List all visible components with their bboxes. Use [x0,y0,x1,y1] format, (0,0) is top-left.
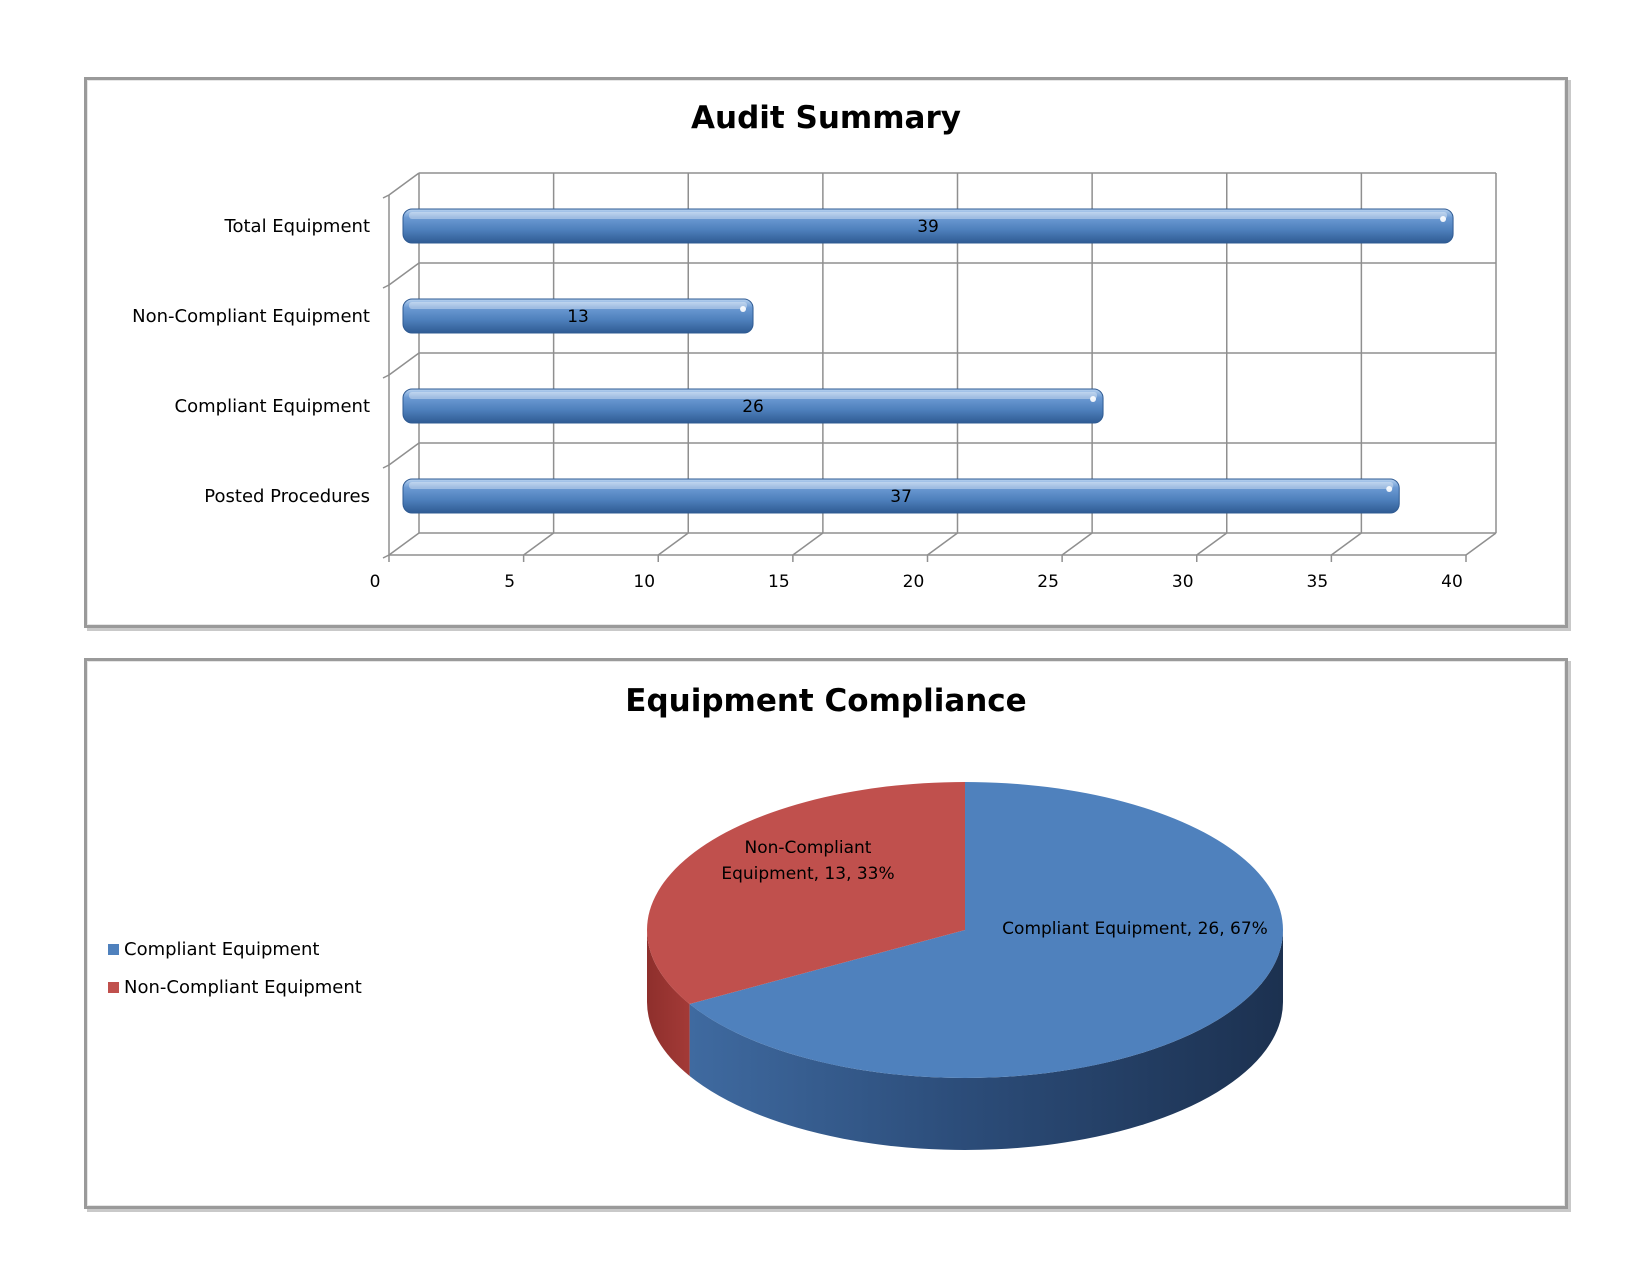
x-tick-label: 25 [1037,572,1059,592]
bar-chart-category-labels: Total Equipment Non-Compliant Equipment Co… [132,216,370,507]
bar-data-label: 39 [917,217,939,237]
x-tick-label: 30 [1172,572,1194,592]
bar-data-label: 13 [567,307,589,327]
bar-highlight [409,302,748,309]
bar-sheen [1090,396,1097,402]
bar-chart-title: Audit Summary [691,100,961,136]
bar-highlight [409,212,1448,219]
bar-chart-x-ticks: 0 5 10 15 20 25 30 35 40 [370,572,1463,592]
pie-slice [647,782,965,1004]
bar-highlight [409,482,1394,489]
bar-chart-data-labels: 39 13 26 37 [567,217,939,507]
category-label: Total Equipment [224,216,370,237]
axis-tick [382,464,390,469]
floor-line [1196,532,1228,556]
floor-line [927,532,958,556]
axis-tick [382,554,390,559]
bar-chart-bars [402,208,1454,514]
category-label: Non-Compliant Equipment [132,306,370,327]
floor-line [1465,532,1497,556]
x-tick-label: 20 [903,572,925,592]
bar-data-label: 37 [890,487,912,507]
x-tick-label: 10 [633,572,655,592]
axis-tick [382,194,390,199]
floor-line [523,532,555,556]
legend-label: Non-Compliant Equipment [124,977,362,998]
pie-chart-data-labels: Compliant Equipment, 26, 67% Non-Complian… [721,838,1267,939]
bar-sheen [1386,486,1393,492]
floor-line [1061,532,1093,556]
pie-data-label: Compliant Equipment, 26, 67% [1002,919,1268,939]
floor-line [657,532,689,556]
pie-slice-side [689,930,1283,1150]
x-tick-label: 15 [768,572,790,592]
pie-chart-legend: Compliant Equipment Non-Compliant Equipme… [108,939,362,998]
side-divider [388,352,420,376]
category-label: Posted Procedures [204,486,370,507]
axis-tick [382,374,390,379]
bar [402,388,1104,424]
pie-data-label: Non-Compliant [745,838,872,858]
legend-label: Compliant Equipment [124,939,319,960]
pie-slice [689,782,1283,1078]
bar-chart-grid [382,172,1497,562]
legend-swatch [108,944,119,955]
pie-data-label: Equipment, 13, 33% [721,864,894,884]
x-tick-label: 0 [370,572,381,592]
x-tick-label: 40 [1441,572,1463,592]
x-tick-label: 5 [504,572,515,592]
bar-highlight [409,392,1098,399]
floor-line [388,532,420,556]
bar [402,478,1400,514]
bar [402,298,754,334]
pie-chart [647,782,1283,1150]
floor-line [792,532,824,556]
legend-swatch [108,982,119,993]
floor-line [1330,532,1362,556]
category-label: Compliant Equipment [175,396,370,417]
side-divider [388,442,420,466]
side-divider [388,262,420,286]
bar-sheen [1440,216,1447,222]
bar-sheen [740,306,747,312]
bar [402,208,1454,244]
pie-chart-title: Equipment Compliance [625,683,1026,719]
axis-tick [382,284,390,289]
bar-data-label: 26 [742,397,764,417]
x-tick-label: 35 [1307,572,1329,592]
side-wall-top [388,172,420,196]
pie-slice-side [647,930,690,1076]
